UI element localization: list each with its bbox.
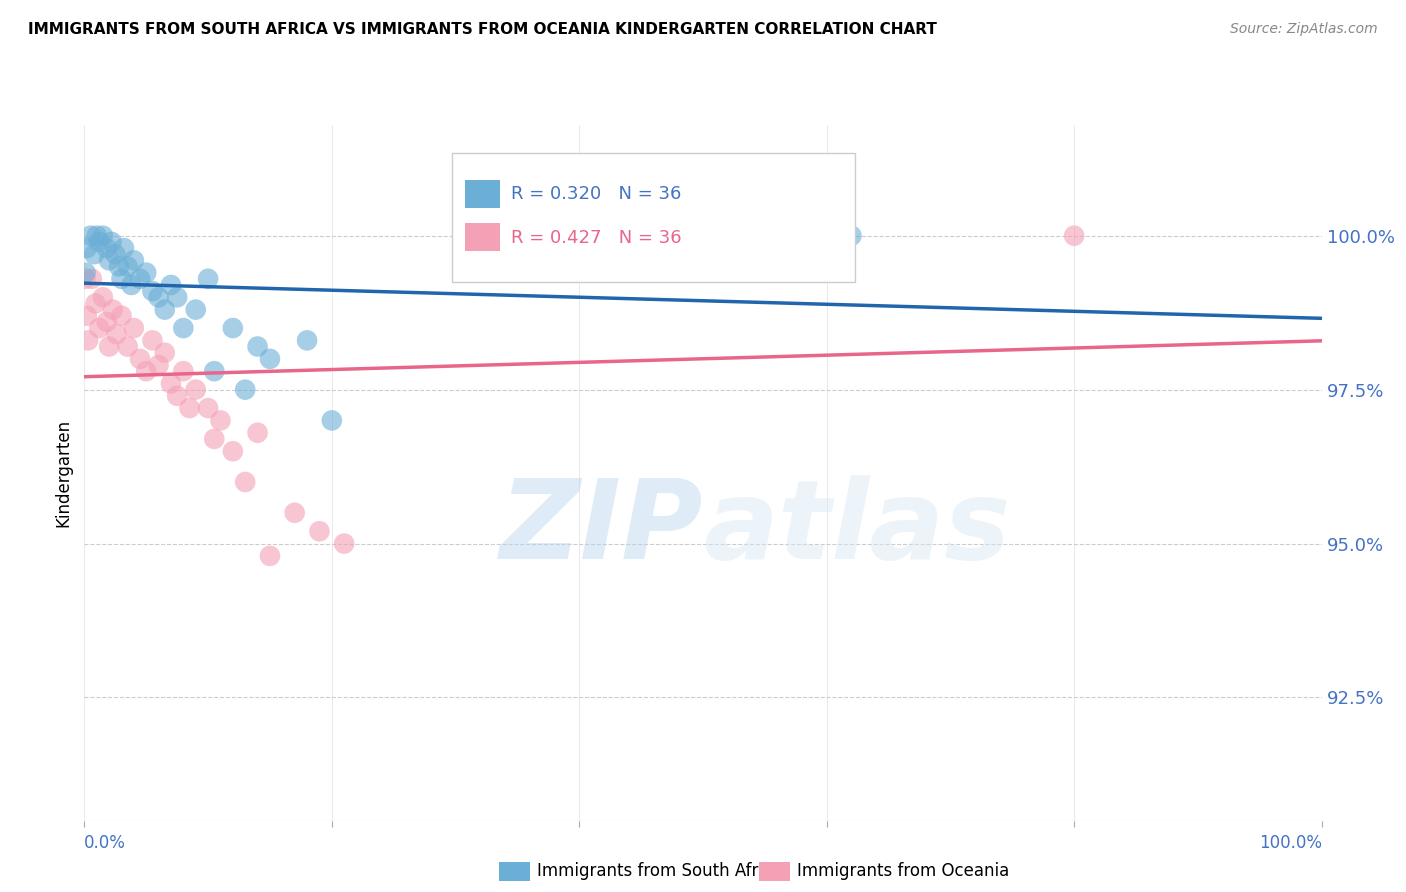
Text: ZIP: ZIP bbox=[499, 475, 703, 582]
Text: R = 0.320   N = 36: R = 0.320 N = 36 bbox=[512, 186, 682, 203]
Point bbox=[148, 290, 170, 304]
Point bbox=[89, 235, 111, 249]
Point bbox=[135, 266, 157, 280]
Point bbox=[112, 241, 135, 255]
Point bbox=[89, 321, 111, 335]
Point bbox=[184, 383, 207, 397]
Point bbox=[84, 296, 107, 310]
Text: IMMIGRANTS FROM SOUTH AFRICA VS IMMIGRANTS FROM OCEANIA KINDERGARTEN CORRELATION: IMMIGRANTS FROM SOUTH AFRICA VS IMMIGRAN… bbox=[28, 22, 936, 37]
Point bbox=[101, 302, 124, 317]
Point bbox=[83, 247, 105, 261]
Point bbox=[110, 309, 132, 323]
Point bbox=[91, 228, 114, 243]
Point bbox=[153, 302, 176, 317]
Point bbox=[197, 272, 219, 286]
Point bbox=[91, 290, 114, 304]
Point bbox=[246, 339, 269, 353]
Point bbox=[160, 376, 183, 391]
Text: 0.0%: 0.0% bbox=[84, 834, 127, 852]
Point bbox=[110, 272, 132, 286]
Point bbox=[79, 228, 101, 243]
Point bbox=[233, 383, 256, 397]
Point bbox=[295, 334, 318, 348]
Point bbox=[172, 321, 194, 335]
Point bbox=[120, 277, 142, 292]
Point bbox=[86, 228, 108, 243]
Point bbox=[122, 321, 145, 335]
Point bbox=[80, 272, 103, 286]
Point bbox=[197, 401, 219, 416]
Point bbox=[98, 253, 121, 268]
Point bbox=[104, 247, 127, 261]
Point bbox=[179, 401, 201, 416]
Text: Source: ZipAtlas.com: Source: ZipAtlas.com bbox=[1230, 22, 1378, 37]
Point bbox=[233, 475, 256, 489]
Point bbox=[117, 260, 139, 274]
Point bbox=[754, 228, 776, 243]
Point bbox=[321, 413, 343, 427]
Point bbox=[284, 506, 307, 520]
Point bbox=[166, 389, 188, 403]
Point bbox=[754, 228, 776, 243]
FancyBboxPatch shape bbox=[451, 153, 855, 282]
Point bbox=[129, 272, 152, 286]
Text: Immigrants from Oceania: Immigrants from Oceania bbox=[797, 863, 1010, 880]
Text: atlas: atlas bbox=[703, 475, 1011, 582]
Point bbox=[166, 290, 188, 304]
Point bbox=[141, 284, 163, 298]
Bar bbox=[465, 223, 501, 252]
Point bbox=[76, 241, 98, 255]
Point bbox=[184, 302, 207, 317]
Point bbox=[153, 345, 176, 359]
Point bbox=[259, 351, 281, 366]
Point bbox=[129, 351, 152, 366]
Point bbox=[333, 536, 356, 550]
Point bbox=[105, 327, 128, 342]
Point bbox=[202, 432, 225, 446]
Y-axis label: Kindergarten: Kindergarten bbox=[55, 418, 73, 527]
Point bbox=[148, 358, 170, 372]
Point bbox=[209, 413, 232, 427]
Point bbox=[75, 266, 97, 280]
Point bbox=[1063, 228, 1085, 243]
Point bbox=[117, 339, 139, 353]
Bar bbox=[465, 180, 501, 208]
Point bbox=[76, 309, 98, 323]
Point bbox=[308, 524, 330, 539]
Text: R = 0.427   N = 36: R = 0.427 N = 36 bbox=[512, 228, 682, 246]
Point bbox=[108, 260, 131, 274]
Text: Immigrants from South Africa: Immigrants from South Africa bbox=[537, 863, 782, 880]
Point bbox=[141, 334, 163, 348]
Text: 100.0%: 100.0% bbox=[1258, 834, 1322, 852]
Point bbox=[222, 321, 245, 335]
Point bbox=[135, 364, 157, 378]
Point bbox=[77, 334, 100, 348]
Point bbox=[202, 364, 225, 378]
Point bbox=[96, 241, 118, 255]
Point bbox=[841, 228, 863, 243]
Point bbox=[259, 549, 281, 563]
Point bbox=[246, 425, 269, 440]
Point bbox=[75, 272, 97, 286]
Point bbox=[222, 444, 245, 458]
Point bbox=[122, 253, 145, 268]
Point bbox=[98, 339, 121, 353]
Point bbox=[172, 364, 194, 378]
Point bbox=[96, 315, 118, 329]
Point bbox=[100, 235, 122, 249]
Point bbox=[160, 277, 183, 292]
